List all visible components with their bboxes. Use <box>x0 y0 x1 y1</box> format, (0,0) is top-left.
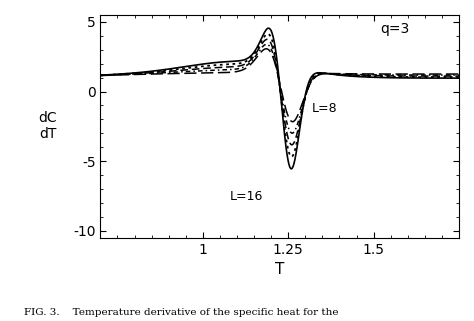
Text: L=16: L=16 <box>230 190 264 203</box>
Y-axis label: dC
dT: dC dT <box>39 111 57 142</box>
Text: L=8: L=8 <box>312 102 338 116</box>
Text: q=3: q=3 <box>381 22 410 36</box>
Text: FIG. 3.    Temperature derivative of the specific heat for the: FIG. 3. Temperature derivative of the sp… <box>24 308 338 317</box>
X-axis label: T: T <box>275 262 284 277</box>
